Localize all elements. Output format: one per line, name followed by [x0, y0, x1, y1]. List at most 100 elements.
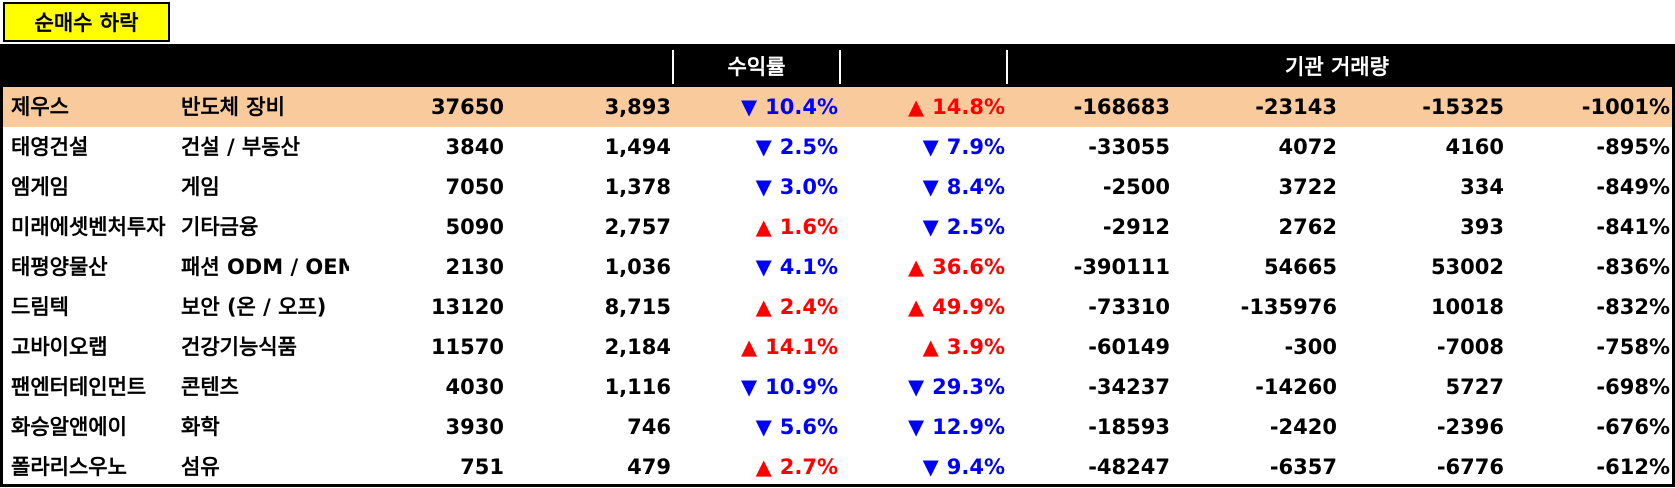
volume-change-pct: -849% [1596, 175, 1670, 199]
arrow-down-icon: ▼ [922, 455, 939, 479]
volume-change-pct: -758% [1596, 335, 1670, 359]
inst-volume-3: -7008 [1436, 335, 1504, 359]
table-row[interactable]: 드림텍 보안 (온 / 오프) 13120 8,715 ▲ 2.4% ▲ 49.9% -7331… [3, 287, 1672, 327]
header-divider [839, 50, 841, 84]
stock-price: 37650 [430, 95, 504, 119]
return-value: 8.4% [946, 175, 1005, 199]
arrow-down-icon: ▼ [740, 95, 758, 119]
return-value: 2.7% [779, 455, 838, 479]
stock-name: 드림텍 [11, 295, 69, 319]
stock-name: 엠게임 [11, 175, 69, 199]
trade-amount: 1,378 [604, 175, 671, 199]
inst-volume-2: 2762 [1278, 215, 1337, 239]
return-2: ▲ 3.9% [838, 327, 1005, 367]
table-row[interactable]: 제우스 반도체 장비 37650 3,893 ▼ 10.4% ▲ 14.8% -168683 -2… [3, 87, 1672, 127]
volume-change-pct: -698% [1596, 375, 1670, 399]
table-row[interactable]: 팬엔터테인먼트 콘텐츠 4030 1,116 ▼ 10.9% ▼ 29.3% -34237 -14… [3, 367, 1672, 407]
return-value: 5.6% [779, 415, 838, 439]
inst-volume-3: 5727 [1445, 375, 1504, 399]
inst-volume-2: 4072 [1278, 135, 1337, 159]
return-2: ▼ 2.5% [838, 207, 1005, 247]
arrow-up-icon: ▲ [755, 455, 772, 479]
stock-name: 태평양물산 [11, 255, 108, 279]
return-value: 1.6% [779, 215, 838, 239]
return-value: 14.1% [765, 335, 838, 359]
table-row[interactable]: 폴라리스우노 섬유 751 479 ▲ 2.7% ▼ 9.4% -48247 -6357 -6776… [3, 447, 1672, 487]
arrow-down-icon: ▼ [740, 375, 758, 399]
stock-sector: 건강기능식품 [181, 335, 297, 359]
return-2: ▲ 14.8% [838, 87, 1005, 127]
stock-price: 3840 [445, 135, 504, 159]
stock-name: 태영건설 [11, 135, 89, 159]
stock-price: 7050 [445, 175, 504, 199]
volume-change-pct: -612% [1596, 455, 1670, 479]
inst-volume-2: -300 [1284, 335, 1337, 359]
inst-volume-3: 334 [1460, 175, 1504, 199]
title-label: 순매수 하락 [34, 11, 139, 35]
volume-change-pct: -1001% [1581, 95, 1670, 119]
trade-amount: 746 [627, 415, 671, 439]
table-row[interactable]: 고바이오랩 건강기능식품 11570 2,184 ▲ 14.1% ▲ 3.9% -60149 -3… [3, 327, 1672, 367]
inst-volume-3: 10018 [1430, 295, 1504, 319]
stock-sector: 섬유 [181, 455, 220, 479]
trade-amount: 479 [627, 455, 671, 479]
volume-change-pct: -832% [1596, 295, 1670, 319]
inst-volume-2: 54665 [1263, 255, 1337, 279]
return-value: 12.9% [932, 415, 1005, 439]
arrow-down-icon: ▼ [907, 415, 925, 439]
table-row[interactable]: 태평양물산 패션 ODM / OEM 2130 1,036 ▼ 4.1% ▲ 36.6% -39… [3, 247, 1672, 287]
inst-volume-3: -15325 [1422, 95, 1504, 119]
inst-volume-1: -390111 [1073, 255, 1170, 279]
inst-volume-3: 393 [1460, 215, 1504, 239]
stock-sector: 콘텐츠 [181, 375, 239, 399]
table-row[interactable]: 화승알앤에이 화학 3930 746 ▼ 5.6% ▼ 12.9% -18593 -2420 -23… [3, 407, 1672, 447]
stock-name: 제우스 [11, 95, 69, 119]
return-1: ▼ 10.9% [671, 367, 838, 407]
arrow-up-icon: ▲ [755, 215, 772, 239]
table-row[interactable]: 태영건설 건설 / 부동산 3840 1,494 ▼ 2.5% ▼ 7.9% -33055 407… [3, 127, 1672, 167]
return-1: ▼ 4.1% [671, 247, 838, 287]
stock-sector: 보안 (온 / 오프) [181, 295, 327, 319]
return-value: 10.4% [765, 95, 838, 119]
return-1: ▲ 2.4% [671, 287, 838, 327]
inst-volume-2: -14260 [1255, 375, 1337, 399]
return-1: ▲ 2.7% [671, 447, 838, 487]
arrow-up-icon: ▲ [907, 295, 925, 319]
volume-change-pct: -841% [1596, 215, 1670, 239]
stock-price: 13120 [430, 295, 504, 319]
arrow-up-icon: ▲ [922, 335, 939, 359]
stock-price: 11570 [430, 335, 504, 359]
return-value: 3.0% [779, 175, 838, 199]
inst-volume-1: -73310 [1088, 295, 1170, 319]
inst-volume-2: 3722 [1278, 175, 1337, 199]
table-row[interactable]: 엠게임 게임 7050 1,378 ▼ 3.0% ▼ 8.4% -2500 3722 334 -849… [3, 167, 1672, 207]
arrow-up-icon: ▲ [907, 95, 925, 119]
volume-change-pct: -836% [1596, 255, 1670, 279]
stock-price: 751 [460, 455, 504, 479]
return-value: 2.4% [779, 295, 838, 319]
trade-amount: 2,184 [604, 335, 671, 359]
volume-change-pct: -676% [1596, 415, 1670, 439]
return-value: 49.9% [932, 295, 1005, 319]
stock-sector: 게임 [181, 175, 220, 199]
stock-price: 5090 [445, 215, 504, 239]
trade-amount: 2,757 [604, 215, 671, 239]
stock-name: 미래에셋벤처투자 [11, 215, 166, 239]
return-value: 10.9% [765, 375, 838, 399]
inst-volume-1: -2912 [1102, 215, 1170, 239]
inst-volume-2: -135976 [1240, 295, 1337, 319]
return-1: ▼ 5.6% [671, 407, 838, 447]
stock-name: 화승알앤에이 [11, 415, 127, 439]
inst-volume-1: -60149 [1088, 335, 1170, 359]
return-value: 36.6% [932, 255, 1005, 279]
arrow-down-icon: ▼ [922, 175, 939, 199]
inst-volume-2: -2420 [1269, 415, 1337, 439]
title-tab[interactable]: 순매수 하락 [3, 2, 170, 42]
return-value: 14.8% [932, 95, 1005, 119]
stock-sector: 패션 ODM / OEM [181, 255, 349, 279]
table-row[interactable]: 미래에셋벤처투자 기타금융 5090 2,757 ▲ 1.6% ▼ 2.5% -2912 2762… [3, 207, 1672, 247]
return-value: 2.5% [946, 215, 1005, 239]
inst-volume-1: -48247 [1088, 455, 1170, 479]
inst-volume-3: -2396 [1436, 415, 1504, 439]
trade-amount: 1,494 [604, 135, 671, 159]
